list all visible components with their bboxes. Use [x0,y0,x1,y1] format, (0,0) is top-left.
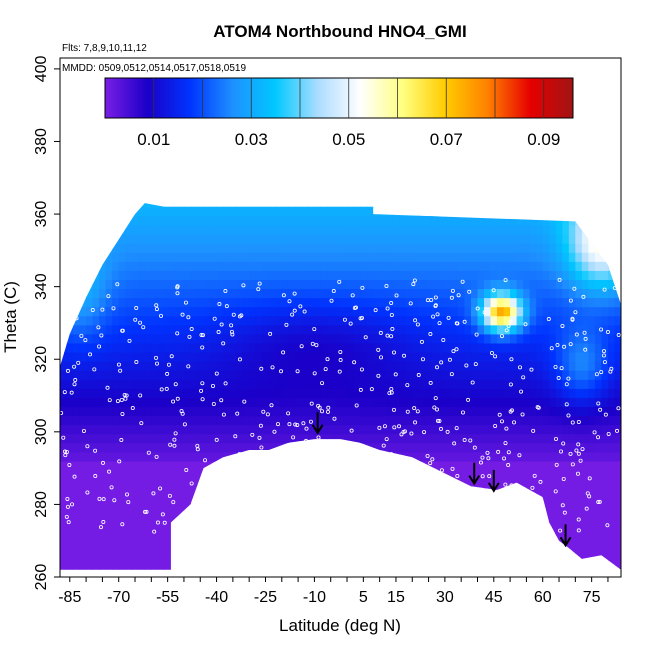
annotation-arrow [468,462,481,486]
x-tick-label: -10 [303,589,326,606]
chart-title: ATOM4 Northbound HNO4_GMI [213,22,466,41]
y-tick-label: 380 [33,128,50,155]
colorbar-tick-label: 0.01 [137,130,170,149]
plot-frame [59,57,622,578]
y-tick-label: 320 [33,346,50,373]
annotation-arrows [311,411,572,548]
x-tick-label: -25 [254,589,277,606]
y-tick-label: 400 [33,55,50,82]
y-tick-label: 340 [33,273,50,300]
x-tick-label: 30 [436,589,454,606]
colorbar-tick-label: 0.05 [332,130,365,149]
x-tick-label: 5 [359,589,368,606]
y-tick-label: 360 [33,201,50,228]
x-tick-label: 45 [485,589,503,606]
x-tick-label: -40 [205,589,228,606]
colorbar: 0.01 0.03 0.05 0.07 0.09 [104,77,574,149]
flights-subtitle: Flts: 7,8,9,10,11,12 [62,43,147,54]
dates-subtitle: MMDD: 0509,0512,0514,0517,0518,0519 [62,63,246,74]
annotation-arrow [311,411,324,435]
x-tick-label: -70 [107,589,130,606]
colorbar-gradient [104,77,574,119]
y-tick-label: 280 [33,491,50,518]
y-axis-label: Theta (C) [1,281,20,353]
colorbar-tick-label: 0.07 [430,130,463,149]
x-axis: -85 -70 -55 -40 -25 -10 5 15 30 45 60 75 [58,577,609,606]
y-tick-label: 300 [33,418,50,445]
annotation-arrow [559,524,572,548]
concentration-field [60,203,621,570]
x-tick-label: 60 [534,589,552,606]
colorbar-tick-label: 0.09 [527,130,560,149]
y-tick-label: 260 [33,564,50,591]
x-tick-label: -85 [58,589,81,606]
x-tick-label: 15 [387,589,405,606]
x-tick-label: -55 [156,589,179,606]
x-axis-label: Latitude (deg N) [279,616,401,635]
x-tick-label: 75 [583,589,601,606]
colorbar-tick-label: 0.03 [235,130,268,149]
y-axis: 260 280 300 320 340 360 380 400 [33,55,60,590]
annotation-arrow [487,469,500,493]
